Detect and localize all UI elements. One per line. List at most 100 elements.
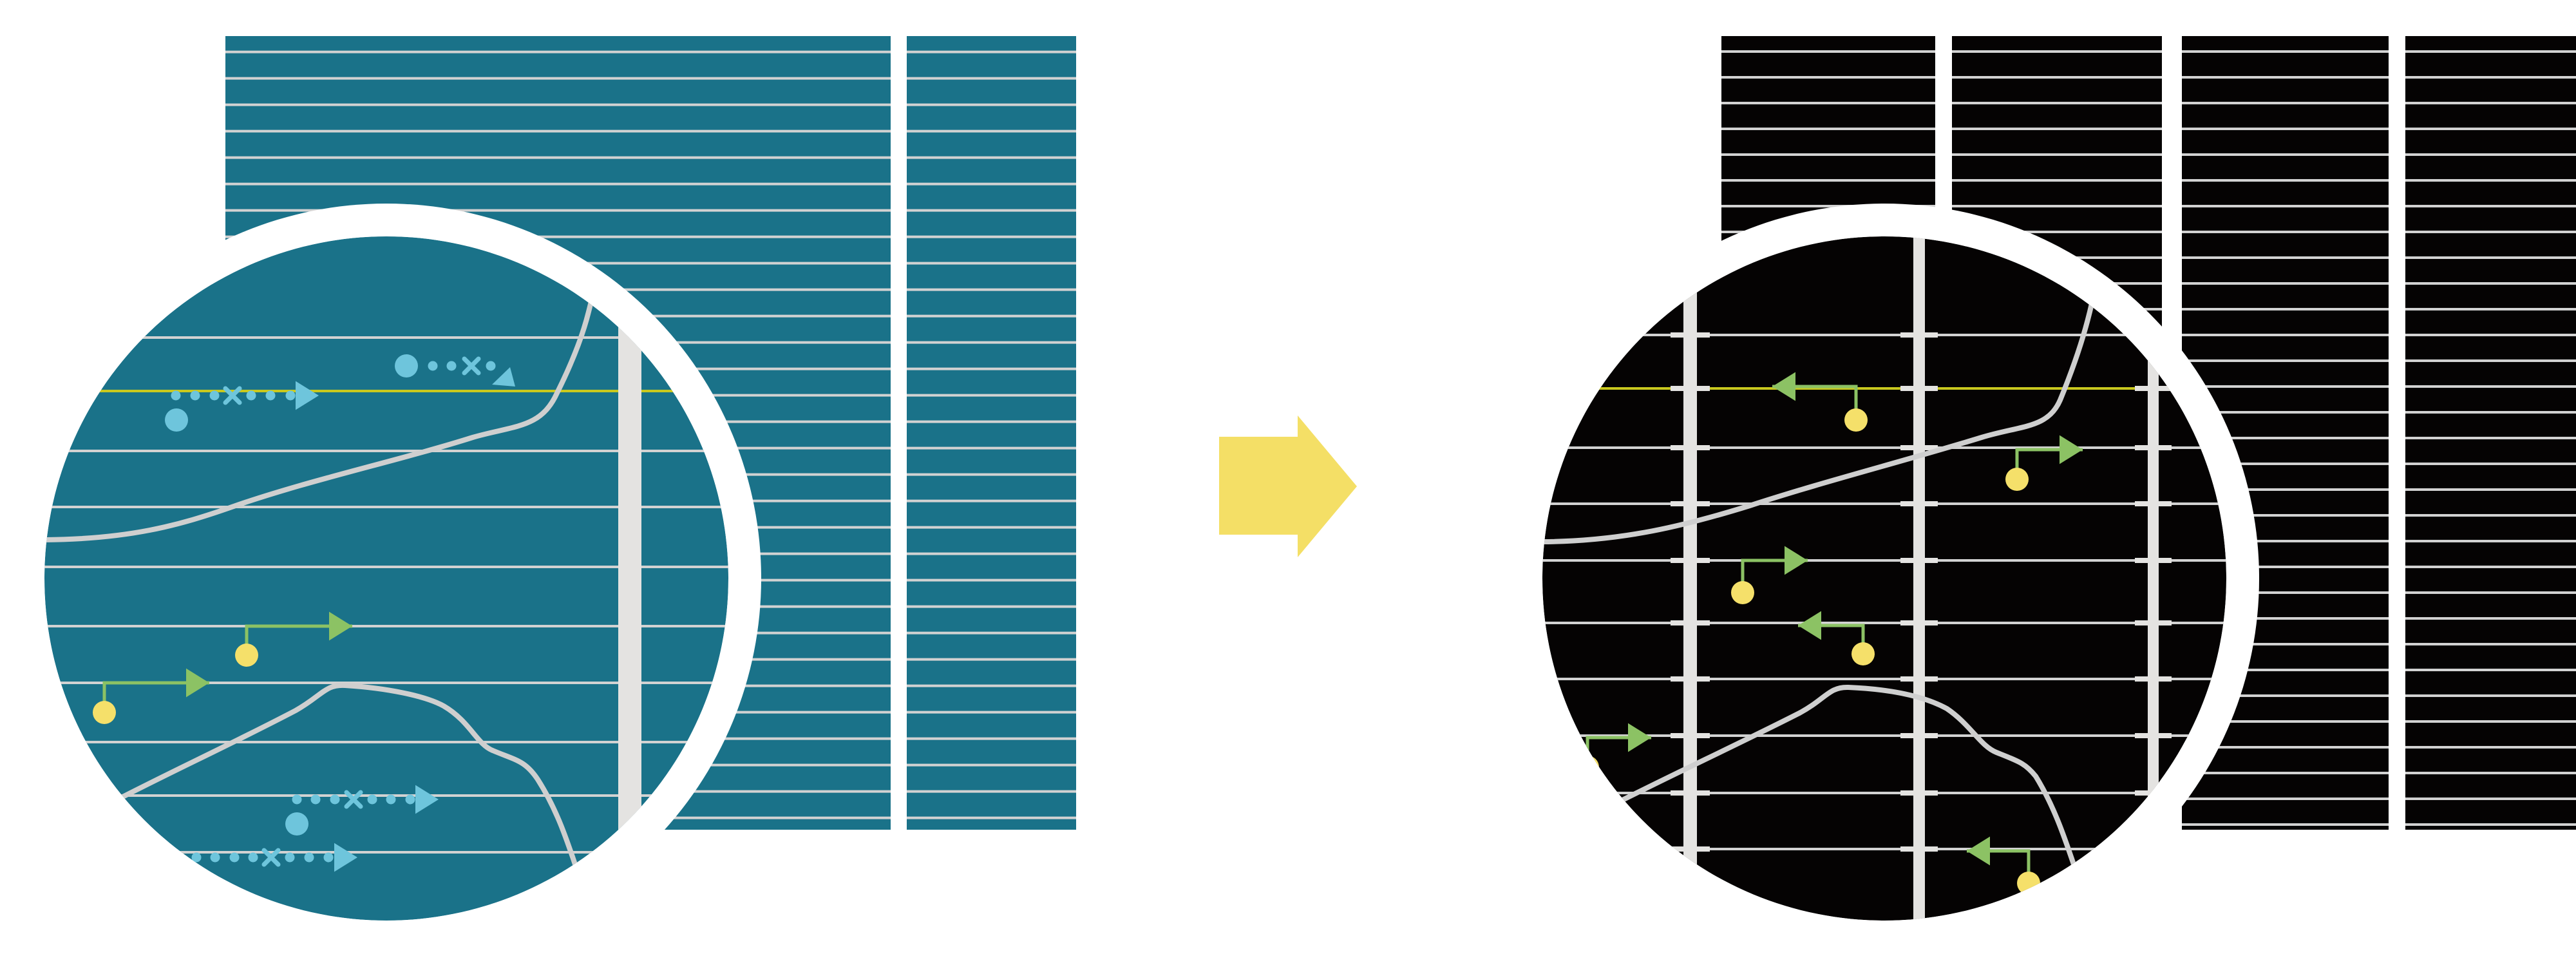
- node-dot: [1731, 581, 1754, 604]
- node-dot: [93, 701, 116, 724]
- path-dot: [171, 390, 181, 401]
- node-arrow-icon: [235, 611, 352, 667]
- arrowhead-icon: [186, 668, 209, 698]
- arrowhead-icon: [1628, 723, 1651, 752]
- path-dot: [310, 794, 321, 805]
- bar-tick: [2135, 733, 2172, 738]
- path-dot: [191, 852, 202, 863]
- path-dot: [304, 852, 314, 863]
- arrowhead-icon: [415, 785, 439, 814]
- path-dot: [292, 794, 302, 805]
- node-arrow-icon: [1772, 372, 1868, 432]
- magnifier-background: [1542, 236, 2226, 921]
- bar-tick: [2135, 620, 2172, 625]
- bar-tick: [1900, 733, 1938, 738]
- path-dot: [323, 852, 334, 863]
- dotted-arrow-icon: [285, 785, 439, 836]
- bar-tick: [1900, 676, 1938, 682]
- bar-tick: [1671, 332, 1710, 338]
- arrowhead-icon: [329, 611, 352, 641]
- panel-block: [2405, 36, 2576, 830]
- bar-tick: [1671, 676, 1710, 682]
- vertical-bar: [2148, 236, 2159, 921]
- path-dot: [190, 390, 200, 401]
- bar-tick: [2135, 501, 2172, 506]
- path-dot: [405, 794, 415, 805]
- node-dot: [235, 644, 258, 667]
- path-dot: [210, 852, 220, 863]
- bar-tick: [1900, 332, 1938, 338]
- bar-tick: [2135, 386, 2172, 391]
- arrowhead-icon: [296, 381, 319, 410]
- cross-mark: [344, 790, 363, 809]
- path-dot: [246, 390, 256, 401]
- path-dot: [209, 390, 220, 401]
- bar-tick: [1900, 445, 1938, 450]
- bar-tick: [1671, 445, 1710, 450]
- bar-tick: [1671, 558, 1710, 563]
- arrowhead-icon: [1967, 836, 1990, 866]
- dotted-arrow-icon: [165, 381, 319, 432]
- bar-tick: [1671, 501, 1710, 506]
- arrowhead-icon: [492, 367, 515, 387]
- path-dot: [285, 390, 296, 401]
- vertical-bar: [1913, 236, 1925, 921]
- transition-arrow-icon: [1219, 415, 1357, 557]
- path-dot: [446, 361, 457, 371]
- start-dot: [285, 812, 308, 836]
- vertical-bar: [1683, 236, 1697, 921]
- magnified-view: [1542, 236, 2226, 921]
- bar-tick: [2135, 558, 2172, 563]
- dotted-arrow-icon: [395, 354, 496, 377]
- bar-tick: [2135, 676, 2172, 682]
- vertical-bar: [618, 309, 641, 837]
- path-dot: [386, 794, 396, 805]
- flow-curve: [1595, 684, 2083, 886]
- path-dot: [367, 794, 377, 805]
- arrowhead-icon: [2060, 435, 2083, 464]
- path-dot: [265, 390, 276, 401]
- dotted-arrow-icon: [185, 843, 357, 893]
- arrowhead-icon: [1798, 611, 1821, 640]
- flow-curve: [44, 268, 601, 542]
- path-dot: [285, 852, 295, 863]
- start-dot: [165, 408, 188, 432]
- arrowhead-icon: [334, 843, 357, 872]
- node-dot: [2005, 468, 2029, 491]
- bar-tick: [1671, 620, 1710, 625]
- cross-mark: [261, 848, 281, 867]
- path-dot: [248, 852, 258, 863]
- node-arrow-icon: [1798, 611, 1875, 665]
- bar-tick: [1900, 501, 1938, 506]
- bar-tick: [1671, 386, 1710, 391]
- panel-block: [907, 36, 1076, 830]
- path-dot: [330, 794, 340, 805]
- path-dot: [229, 852, 240, 863]
- start-dot: [395, 354, 418, 377]
- node-arrow-icon: [1731, 546, 1808, 604]
- arrowhead-icon: [1772, 372, 1795, 401]
- after-panel: [1510, 36, 2576, 953]
- path-dot: [486, 361, 496, 371]
- bar-tick: [1900, 846, 1938, 852]
- arrow-right-shape: [1219, 415, 1357, 557]
- node-dot: [1844, 408, 1868, 432]
- cross-mark: [462, 356, 481, 376]
- arrowhead-icon: [1785, 546, 1808, 575]
- flow-curve: [1542, 268, 2102, 544]
- bar-tick: [1671, 790, 1710, 796]
- bar-tick: [1900, 790, 1938, 796]
- path-dot: [428, 361, 438, 371]
- bar-tick: [1900, 558, 1938, 563]
- node-arrow-icon: [93, 668, 209, 724]
- cross-mark: [223, 386, 242, 405]
- node-arrow-icon: [2005, 435, 2083, 491]
- bar-tick: [1671, 846, 1710, 852]
- bar-tick: [1671, 733, 1710, 738]
- bar-tick: [1900, 620, 1938, 625]
- node-dot: [1852, 642, 1875, 665]
- bar-tick: [1900, 386, 1938, 391]
- flow-curve: [94, 682, 584, 886]
- before-panel: [12, 36, 1076, 953]
